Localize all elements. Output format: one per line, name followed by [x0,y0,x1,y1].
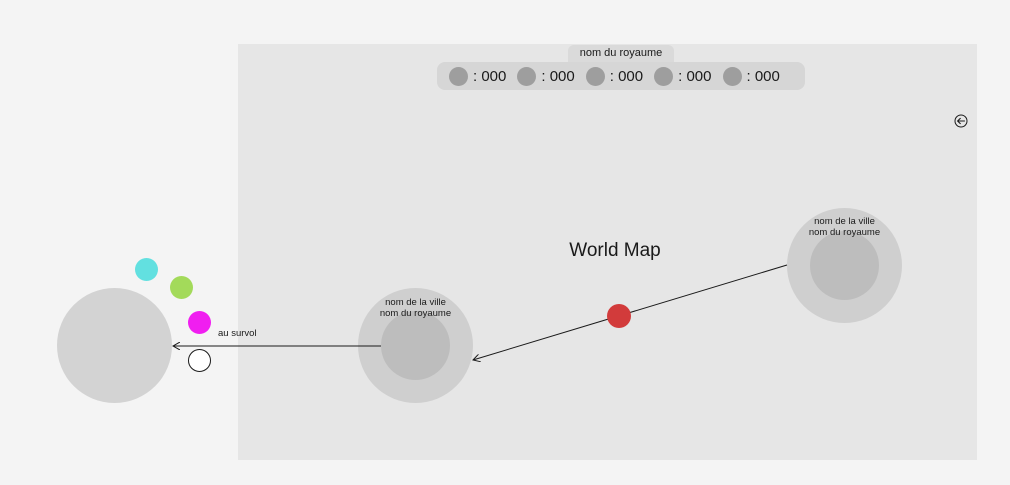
hover-city-preview [57,288,172,403]
kingdom-name-tab: nom du royaume [568,45,674,62]
resource-value: : 000 [609,67,644,85]
resource-item: : 000 [449,66,507,86]
city-label: nom de la ville nom du royaume [358,297,473,319]
resource-icon [517,66,537,86]
city-label: nom de la ville nom du royaume [787,216,902,238]
resource-item: : 000 [517,66,575,86]
resource-item: : 000 [722,66,780,86]
city-name: nom de la ville [385,297,446,308]
resource-item: : 000 [654,66,712,86]
resource-icon [654,66,674,86]
resource-icon [449,66,468,86]
resource-value: : 000 [746,67,780,85]
army-marker[interactable] [607,304,631,328]
color-swatch-green[interactable] [170,276,193,299]
resource-bar: : 000 : 000 : 000 : 000 : 000 [437,62,805,90]
resource-value: : 000 [541,67,575,85]
resource-value: : 000 [678,67,712,85]
resource-icon [585,66,605,86]
back-arrow-icon[interactable] [954,114,968,128]
color-swatch-cyan[interactable] [135,258,158,281]
city-core [381,311,450,380]
resource-item: : 000 [585,66,644,86]
city-name: nom de la ville [814,216,875,227]
city-kingdom-name: nom du royaume [808,227,881,238]
color-swatch-magenta[interactable] [188,311,211,334]
map-title: World Map [569,240,661,261]
resource-value: : 000 [473,67,507,85]
city-kingdom-name: nom du royaume [379,308,452,319]
city-core [810,231,879,300]
color-swatch-empty[interactable] [188,349,211,372]
hover-annotation-label: au survol [218,328,257,339]
resource-icon [722,66,742,86]
